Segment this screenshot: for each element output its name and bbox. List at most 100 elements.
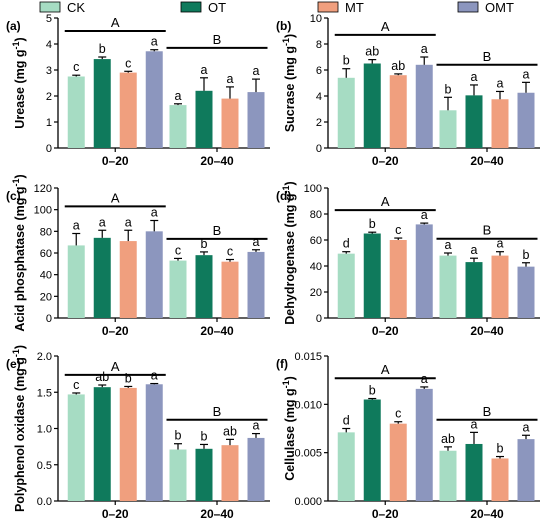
y-tick-label: 2 xyxy=(316,117,322,129)
significance-letter: b xyxy=(445,82,452,96)
significance-letter: a xyxy=(73,219,80,233)
y-axis-label-sup: -1 xyxy=(281,185,291,193)
panel-e: 0.00.51.01.52.0(e)Polyphenol oxidase (mg… xyxy=(6,345,270,521)
y-tick-label: 0 xyxy=(316,143,322,155)
y-tick-label: 1.0 xyxy=(37,424,52,436)
y-tick-label: 100 xyxy=(304,183,322,195)
group-letter: A xyxy=(111,15,120,30)
bar-omt-depth-0-20 xyxy=(415,64,433,148)
significance-letter: b xyxy=(201,429,208,443)
bar-ck-depth-20-40 xyxy=(439,450,457,501)
significance-letter: a xyxy=(523,420,530,434)
significance-letter: c xyxy=(227,245,233,259)
bar-ck-depth-20-40 xyxy=(169,105,187,148)
y-axis-label-sup: -1 xyxy=(11,41,21,49)
significance-letter: a xyxy=(523,67,530,81)
significance-letter: b xyxy=(497,442,504,456)
x-tick-label: 0–20 xyxy=(372,324,399,338)
y-axis-label-main: Cellulase xyxy=(283,422,297,480)
y-tick-label: 4 xyxy=(46,39,52,51)
bar-ck-depth-20-40 xyxy=(169,260,187,318)
y-tick-label: 80 xyxy=(310,209,322,221)
y-tick-label: 0.010 xyxy=(294,399,322,411)
bar-mt-depth-20-40 xyxy=(491,99,509,148)
significance-letter: a xyxy=(253,419,260,433)
y-axis-label-unit: (mg g xyxy=(283,193,297,227)
significance-letter: d xyxy=(343,237,350,251)
bar-mt-depth-20-40 xyxy=(221,445,239,501)
significance-letter: b xyxy=(369,384,376,398)
bar-omt-depth-0-20 xyxy=(415,388,433,501)
bar-omt-depth-0-20 xyxy=(145,51,163,148)
bar-ot-depth-0-20 xyxy=(363,233,381,318)
bar-ot-depth-20-40 xyxy=(465,95,483,148)
legend-swatch-ck xyxy=(39,1,61,13)
bar-omt-depth-0-20 xyxy=(145,384,163,501)
significance-letter: ab xyxy=(365,45,379,59)
bar-omt-depth-20-40 xyxy=(517,439,535,501)
y-tick-label: 1 xyxy=(46,117,52,129)
bar-mt-depth-20-40 xyxy=(221,261,239,318)
significance-letter: a xyxy=(471,70,478,84)
bar-omt-depth-0-20 xyxy=(145,231,163,318)
y-axis-label-main: Urease xyxy=(13,84,27,129)
significance-letter: a xyxy=(497,76,504,90)
x-tick-label: 0–20 xyxy=(102,324,129,338)
significance-letter: a xyxy=(201,63,208,77)
significance-letter: a xyxy=(471,243,478,257)
group-letter: B xyxy=(483,223,492,238)
y-tick-label: 0.005 xyxy=(294,448,322,460)
y-tick-label: 3 xyxy=(46,65,52,77)
y-axis-label-close: ) xyxy=(283,376,297,380)
y-tick-label: 5 xyxy=(46,13,52,25)
bar-mt-depth-0-20 xyxy=(389,240,407,318)
panel-label: (e) xyxy=(6,357,21,371)
legend-swatch-mt xyxy=(317,1,339,13)
y-tick-label: 8 xyxy=(316,39,322,51)
significance-letter: a xyxy=(151,206,158,220)
significance-letter: a xyxy=(151,35,158,49)
bar-ck-depth-0-20 xyxy=(67,245,85,318)
y-tick-label: 0.5 xyxy=(37,460,52,472)
bar-ck-depth-20-40 xyxy=(439,255,457,318)
significance-letter: a xyxy=(421,208,428,222)
bar-ot-depth-0-20 xyxy=(363,399,381,501)
bar-omt-depth-20-40 xyxy=(517,92,535,148)
x-tick-label: 0–20 xyxy=(102,507,129,521)
x-tick-label: 20–40 xyxy=(470,507,504,521)
x-tick-label: 0–20 xyxy=(372,154,399,168)
x-tick-label: 20–40 xyxy=(200,507,234,521)
bar-omt-depth-20-40 xyxy=(517,266,535,318)
bar-ot-depth-20-40 xyxy=(195,255,213,318)
y-tick-label: 0.000 xyxy=(294,496,322,508)
panel-label: (f) xyxy=(276,357,288,371)
y-tick-label: 20 xyxy=(310,287,322,299)
y-axis-label-unit: (mg g xyxy=(13,357,27,391)
y-axis-label-unit: (mg g xyxy=(13,49,27,83)
bar-mt-depth-20-40 xyxy=(491,458,509,501)
y-tick-label: 4 xyxy=(316,91,322,103)
significance-letter: b xyxy=(523,248,530,262)
bar-mt-depth-0-20 xyxy=(389,75,407,148)
bar-ot-depth-0-20 xyxy=(93,237,111,318)
bar-mt-depth-20-40 xyxy=(491,255,509,318)
x-tick-label: 20–40 xyxy=(200,154,234,168)
bar-ot-depth-20-40 xyxy=(195,90,213,148)
significance-letter: a xyxy=(227,72,234,86)
significance-letter: b xyxy=(175,429,182,443)
legend-swatch-omt xyxy=(457,1,479,13)
x-tick-label: 0–20 xyxy=(372,507,399,521)
group-letter: B xyxy=(213,404,222,419)
significance-letter: b xyxy=(343,54,350,68)
significance-letter: a xyxy=(253,235,260,249)
legend-label-ot: OT xyxy=(208,0,226,15)
y-axis-label-close: ) xyxy=(13,37,27,41)
significance-letter: ab xyxy=(441,432,455,446)
significance-letter: a xyxy=(175,89,182,103)
bar-omt-depth-20-40 xyxy=(247,437,265,501)
y-tick-label: 0.0 xyxy=(37,496,52,508)
y-axis-label-main: Polyphenol oxidase xyxy=(13,391,27,512)
significance-letter: b xyxy=(125,371,132,385)
